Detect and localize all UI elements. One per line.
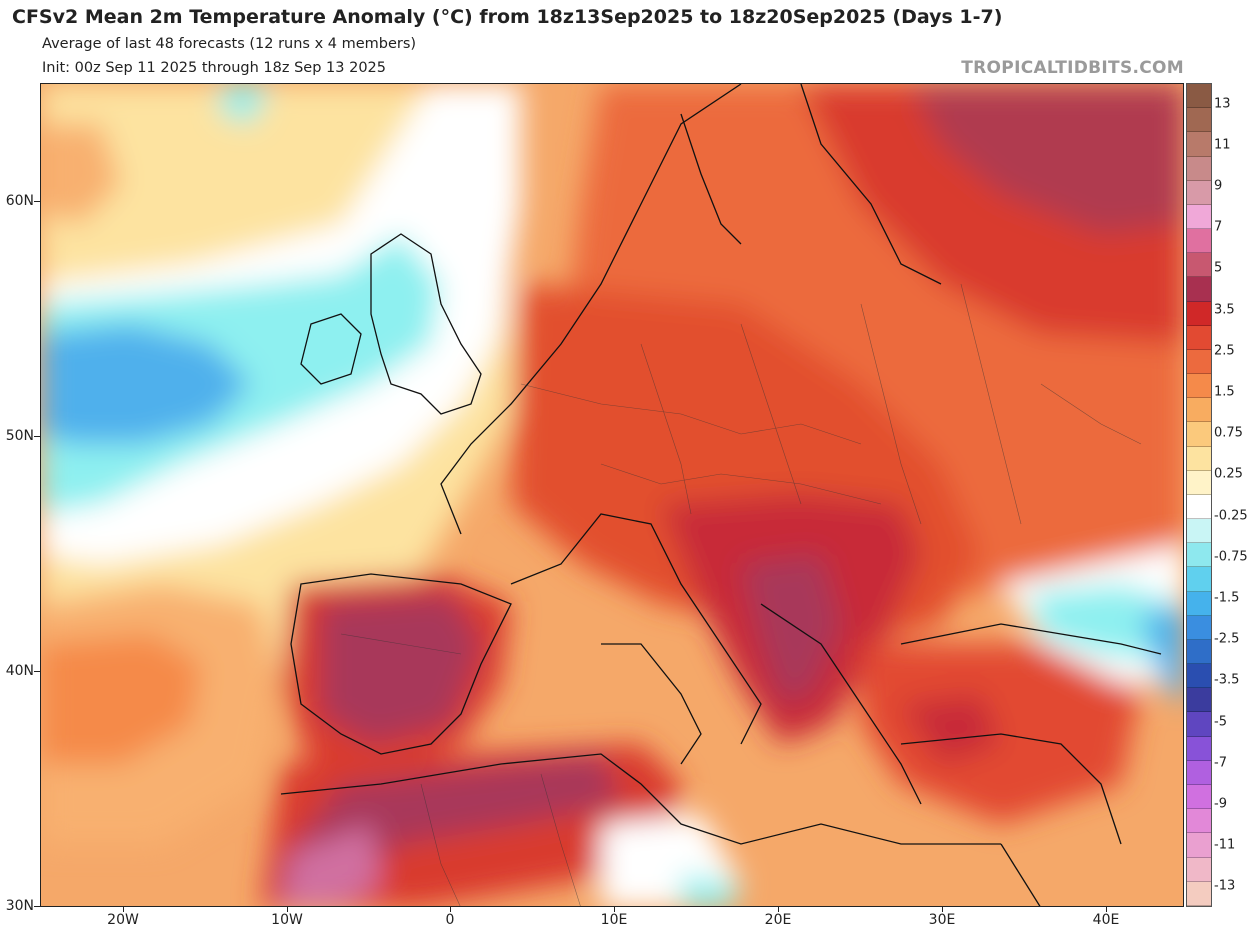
lon-tick [778,907,779,912]
colorbar-segment [1187,277,1211,302]
colorbar-segment [1187,84,1211,109]
colorbar-label: 11 [1214,137,1231,153]
colorbar-segment [1187,760,1211,785]
colorbar-label: 0.25 [1214,466,1243,482]
anomaly-map [40,83,1184,907]
colorbar-label: 5 [1214,260,1223,276]
colorbar-segment [1187,809,1211,834]
lon-tick [614,907,615,912]
colorbar-label: -1.5 [1214,590,1240,606]
colorbar-label: 7 [1214,219,1223,235]
colorbar-segment [1187,881,1211,906]
colorbar-segment [1187,591,1211,616]
colorbar-segment [1187,301,1211,326]
colorbar-segment [1187,398,1211,423]
colorbar-segment [1187,567,1211,592]
colorbar-segment [1187,422,1211,447]
colorbar-segment [1187,108,1211,133]
colorbar-label: 13 [1214,96,1231,112]
colorbar-label: -2.5 [1214,631,1240,647]
lon-label-20w: 20W [107,912,139,928]
init-info: Init: 00z Sep 11 2025 through 18z Sep 13… [42,60,387,76]
colorbar-segment [1187,519,1211,544]
colorbar-segment [1187,470,1211,495]
colorbar-label: -3.5 [1214,672,1240,688]
colorbar-segment [1187,349,1211,375]
colorbar-segment [1187,253,1211,278]
colorbar-segment [1187,446,1211,471]
lon-tick [1106,907,1107,912]
lat-tick [34,671,40,672]
colorbar-label: -9 [1214,796,1227,812]
lat-label-40n: 40N [5,663,34,679]
colorbar-label: -0.25 [1214,508,1248,524]
colorbar-segment [1187,180,1211,205]
lat-tick [34,201,40,202]
colorbar-label: -7 [1214,755,1227,771]
colorbar-label: -5 [1214,714,1227,730]
lon-label-0: 0 [445,912,455,928]
lat-label-30n: 30N [5,898,34,914]
colorbar-segment [1187,857,1211,882]
colorbar-segment [1187,712,1211,737]
colorbar-segment [1187,494,1211,520]
colorbar [1186,83,1212,907]
colorbar-label: -13 [1214,878,1236,894]
colorbar-segment [1187,374,1211,399]
colorbar-segment [1187,325,1211,350]
colorbar-segment [1187,615,1211,640]
brand-watermark: TROPICALTIDBITS.COM [961,58,1184,78]
lon-tick [450,907,451,912]
lat-tick [34,906,40,907]
lon-label-40e: 40E [1092,912,1120,928]
colorbar-segment [1187,639,1211,665]
colorbar-label: -0.75 [1214,549,1248,565]
colorbar-segment [1187,784,1211,810]
colorbar-segment [1187,156,1211,181]
lon-tick [287,907,288,912]
lat-tick [34,436,40,437]
colorbar-label: 9 [1214,178,1223,194]
anomaly-field [41,84,1183,906]
lon-label-30e: 30E [928,912,956,928]
colorbar-segment [1187,833,1211,858]
lon-label-10e: 10E [600,912,628,928]
lon-tick [942,907,943,912]
colorbar-label: -11 [1214,837,1236,853]
colorbar-label: 3.5 [1214,302,1235,318]
chart-title: CFSv2 Mean 2m Temperature Anomaly (°C) f… [12,6,1003,28]
chart-subtitle: Average of last 48 forecasts (12 runs x … [42,36,417,52]
colorbar-segment [1187,688,1211,713]
lon-label-10w: 10W [271,912,303,928]
colorbar-label: 1.5 [1214,384,1235,400]
colorbar-segment [1187,132,1211,157]
lat-label-50n: 50N [5,428,34,444]
colorbar-segment [1187,543,1211,568]
colorbar-segment [1187,204,1211,230]
lon-label-20e: 20E [764,912,792,928]
lon-tick [123,907,124,912]
colorbar-label: 0.75 [1214,425,1243,441]
colorbar-label: 2.5 [1214,343,1235,359]
colorbar-segment [1187,664,1211,689]
lat-label-60n: 60N [5,193,34,209]
colorbar-segment [1187,736,1211,761]
colorbar-segment [1187,229,1211,254]
